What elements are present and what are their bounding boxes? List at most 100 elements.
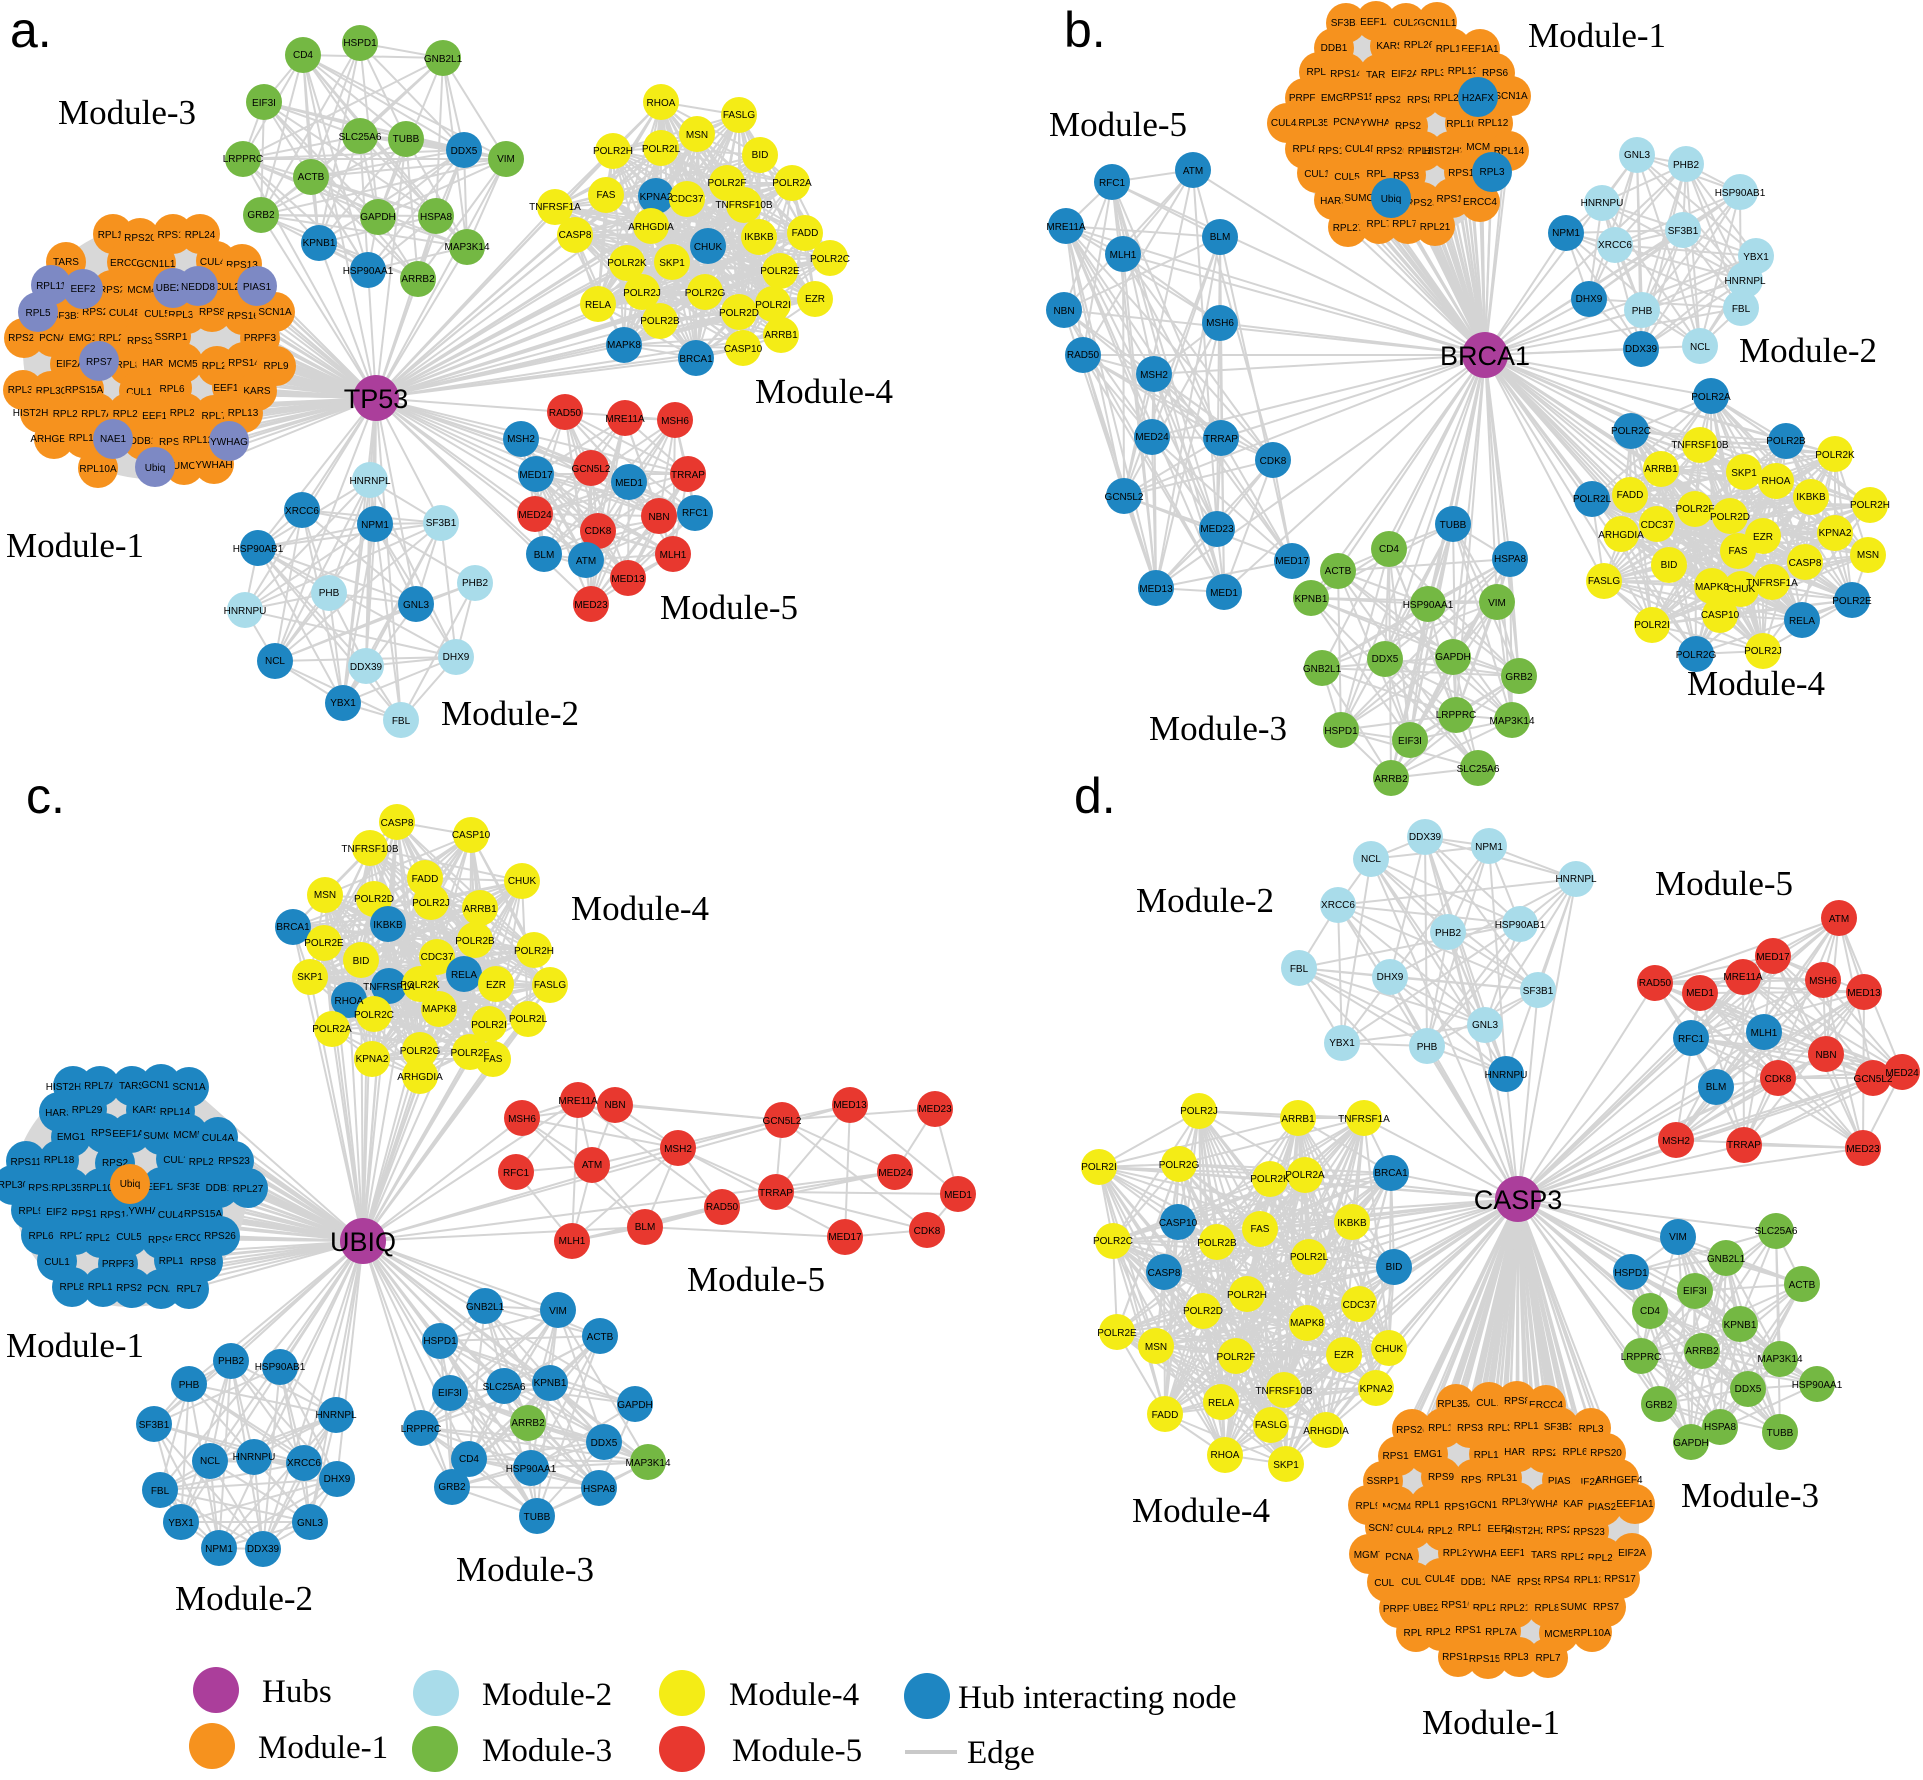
svg-text:KPNB1: KPNB1	[1295, 594, 1328, 605]
svg-text:GCN1L1: GCN1L1	[137, 259, 176, 270]
svg-text:CUL1: CUL1	[1476, 1398, 1502, 1409]
svg-text:KPNA2: KPNA2	[1819, 528, 1852, 539]
svg-text:EMG1: EMG1	[69, 333, 98, 344]
svg-text:RPL30: RPL30	[1502, 1497, 1533, 1508]
svg-text:RPL27: RPL27	[233, 1184, 264, 1195]
svg-text:FASLG: FASLG	[1588, 576, 1620, 587]
svg-text:POLR2C: POLR2C	[354, 1010, 394, 1021]
svg-text:TUBB: TUBB	[524, 1512, 551, 1523]
svg-text:RPS16: RPS16	[28, 1183, 60, 1194]
svg-text:EEF1A1: EEF1A1	[112, 1129, 150, 1140]
svg-text:POLR2F: POLR2F	[1217, 1352, 1256, 1363]
svg-text:SF3B3: SF3B3	[1331, 18, 1362, 29]
svg-text:ARHGDIA: ARHGDIA	[1303, 1426, 1349, 1437]
svg-text:RPL35A: RPL35A	[1298, 118, 1336, 129]
svg-text:MSH2: MSH2	[507, 434, 535, 445]
svg-text:TNFRSF1A: TNFRSF1A	[529, 202, 581, 213]
svg-text:RPL11: RPL11	[1428, 1423, 1458, 1434]
svg-text:ARRB2: ARRB2	[1685, 1346, 1719, 1357]
svg-text:ARHGEF4: ARHGEF4	[30, 434, 78, 445]
svg-text:EEF1A1: EEF1A1	[1616, 1499, 1654, 1510]
svg-text:MED23: MED23	[918, 1104, 952, 1115]
svg-text:YBX1: YBX1	[1743, 252, 1769, 263]
svg-text:GCN5L2: GCN5L2	[572, 464, 611, 475]
svg-text:MSH2: MSH2	[1662, 1136, 1690, 1147]
svg-text:TARS: TARS	[119, 1081, 145, 1092]
svg-text:FBL: FBL	[392, 716, 411, 727]
svg-text:RPL23: RPL23	[1434, 93, 1465, 104]
svg-text:MSN: MSN	[1145, 1342, 1167, 1353]
svg-text:RPS17: RPS17	[1604, 1574, 1636, 1585]
svg-text:POLR2H: POLR2H	[1850, 500, 1890, 511]
svg-text:POLR2I: POLR2I	[1081, 1162, 1117, 1173]
svg-text:RPS3: RPS3	[91, 1128, 118, 1139]
svg-text:POLR2E: POLR2E	[1097, 1328, 1137, 1339]
svg-text:TRRAP: TRRAP	[671, 470, 705, 481]
svg-text:RELA: RELA	[585, 300, 611, 311]
svg-text:FAS: FAS	[1251, 1224, 1270, 1235]
svg-text:MSH6: MSH6	[661, 416, 689, 427]
svg-text:MAPK8: MAPK8	[1695, 582, 1729, 593]
svg-text:DDX39: DDX39	[247, 1544, 280, 1555]
svg-text:HSP90AA1: HSP90AA1	[343, 266, 394, 277]
svg-text:EEF2: EEF2	[1487, 1524, 1512, 1535]
svg-text:RPL3: RPL3	[1578, 1424, 1603, 1435]
svg-text:CUL4B: CUL4B	[158, 1210, 191, 1221]
svg-text:RPS26: RPS26	[1376, 146, 1408, 157]
svg-text:MAP3K14: MAP3K14	[444, 242, 489, 253]
svg-text:RPS23: RPS23	[82, 307, 114, 318]
svg-text:NBN: NBN	[1053, 306, 1074, 317]
svg-text:ERCC4: ERCC4	[1463, 197, 1497, 208]
svg-text:RPS8: RPS8	[190, 1257, 217, 1268]
svg-text:SCN1A: SCN1A	[1494, 91, 1528, 102]
svg-text:EEF1A: EEF1A	[1360, 17, 1392, 28]
svg-text:PHB: PHB	[179, 1380, 200, 1391]
svg-text:EEF1A: EEF1A	[146, 1182, 178, 1193]
svg-text:DDX5: DDX5	[1372, 654, 1399, 665]
svg-text:GCN5L2: GCN5L2	[1854, 1074, 1893, 1085]
svg-text:RHOA: RHOA	[1211, 1450, 1240, 1461]
svg-text:ATM: ATM	[1829, 914, 1849, 925]
svg-text:MED17: MED17	[1275, 556, 1309, 567]
svg-text:RPL11: RPL11	[36, 281, 66, 292]
svg-text:TUBB: TUBB	[393, 134, 420, 145]
svg-text:MED17: MED17	[519, 470, 553, 481]
svg-text:RPL18: RPL18	[98, 230, 129, 241]
svg-text:NCL: NCL	[1361, 854, 1381, 865]
svg-text:POLR2J: POLR2J	[412, 898, 450, 909]
svg-text:RPL29: RPL29	[53, 409, 84, 420]
svg-text:RPL12: RPL12	[183, 435, 214, 446]
svg-text:RPS7: RPS7	[86, 357, 113, 368]
svg-text:RPS2: RPS2	[1532, 1448, 1559, 1459]
svg-text:PHB: PHB	[319, 588, 340, 599]
svg-text:SSRP1: SSRP1	[155, 332, 188, 343]
svg-text:CHUK: CHUK	[1727, 584, 1756, 595]
svg-text:HSPD1: HSPD1	[1614, 1268, 1648, 1279]
svg-text:RPS20: RPS20	[116, 1283, 148, 1294]
svg-text:b.: b.	[1064, 2, 1106, 58]
svg-text:KPNB1: KPNB1	[1724, 1320, 1757, 1331]
svg-text:POLR2G: POLR2G	[1676, 650, 1717, 661]
svg-text:BID: BID	[353, 956, 370, 967]
svg-text:RPL21: RPL21	[1500, 1603, 1531, 1614]
svg-text:RPL35A: RPL35A	[168, 310, 206, 321]
svg-text:RFC1: RFC1	[1678, 1034, 1705, 1045]
svg-text:CUL4B: CUL4B	[1425, 1574, 1458, 1585]
svg-text:RPL7: RPL7	[176, 1284, 201, 1295]
svg-text:PCNA: PCNA	[1385, 1552, 1413, 1563]
svg-text:RPL23: RPL23	[99, 333, 130, 344]
svg-text:MED17: MED17	[828, 1232, 862, 1243]
svg-text:RPL14: RPL14	[1494, 146, 1525, 157]
svg-text:DHX9: DHX9	[443, 652, 470, 663]
svg-text:RPL3: RPL3	[1479, 167, 1504, 178]
svg-text:LRPPRC: LRPPRC	[1436, 710, 1477, 721]
svg-text:RPL13: RPL13	[228, 408, 259, 419]
svg-text:CUL5: CUL5	[116, 1232, 142, 1243]
svg-text:MRE11A: MRE11A	[1046, 222, 1086, 233]
svg-text:RPL26: RPL26	[113, 409, 144, 420]
svg-text:POLR2D: POLR2D	[354, 894, 394, 905]
svg-text:CUL4B: CUL4B	[1345, 144, 1378, 155]
svg-text:RPL29: RPL29	[72, 1105, 103, 1116]
svg-text:SCN1A: SCN1A	[172, 1082, 206, 1093]
svg-text:RPL7A: RPL7A	[1485, 1627, 1517, 1638]
